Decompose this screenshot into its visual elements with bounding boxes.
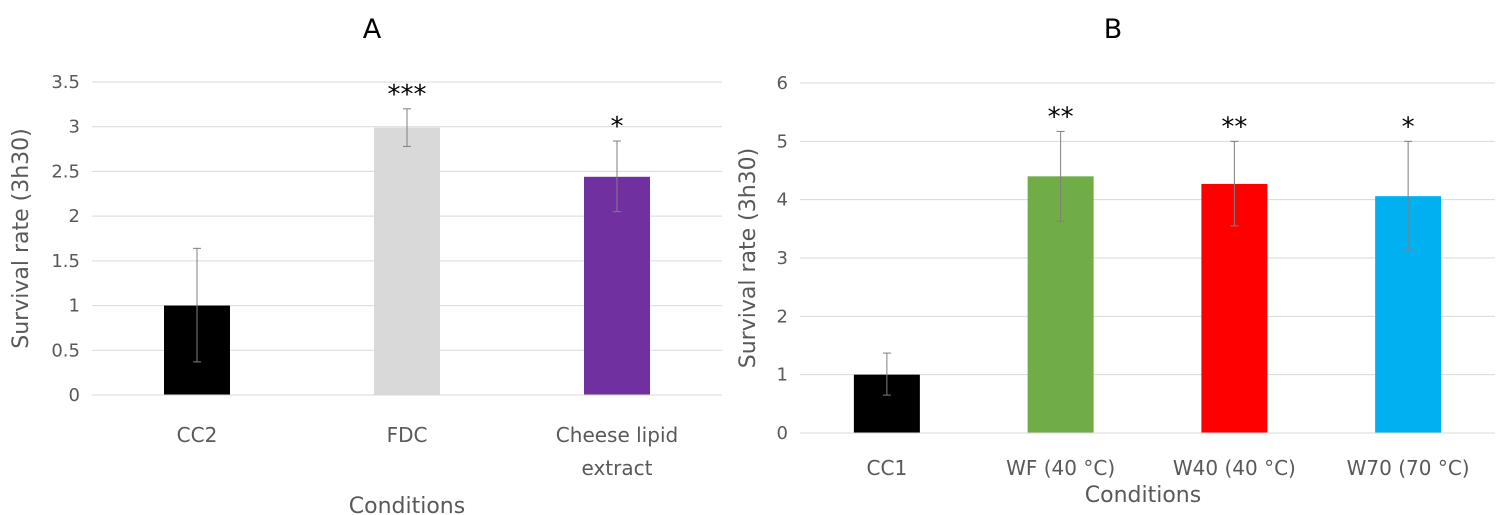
- y-tick-label: 4: [777, 190, 788, 211]
- bar: [374, 127, 440, 395]
- y-tick-label: 3.5: [51, 72, 80, 93]
- significance-label: *: [1402, 112, 1415, 142]
- category-label: CC1: [867, 456, 908, 480]
- y-tick-label: 0.5: [51, 340, 80, 361]
- y-tick-label: 1: [69, 296, 80, 317]
- y-tick-label: 1: [777, 365, 788, 386]
- panel-title: A: [363, 14, 382, 45]
- significance-label: *: [611, 112, 624, 142]
- y-axis-title: Survival rate (3h30): [9, 128, 34, 348]
- panel-title: B: [1104, 14, 1123, 45]
- category-label: CC2: [177, 423, 218, 447]
- category-label: extract: [582, 456, 653, 480]
- bar: [584, 176, 650, 395]
- category-label: Cheese lipid: [556, 423, 678, 447]
- x-axis-title: Conditions: [1085, 483, 1201, 508]
- significance-label: **: [1048, 102, 1074, 132]
- category-label: W70 (70 °C): [1347, 456, 1470, 480]
- y-tick-label: 0: [69, 385, 80, 406]
- significance-label: ***: [388, 80, 427, 110]
- y-axis-title: Survival rate (3h30): [736, 148, 761, 368]
- y-tick-label: 3: [69, 117, 80, 138]
- significance-label: **: [1221, 112, 1247, 142]
- x-axis-title: Conditions: [349, 494, 465, 515]
- y-tick-label: 2: [69, 206, 80, 227]
- y-tick-label: 6: [777, 73, 788, 94]
- y-tick-label: 5: [777, 131, 788, 152]
- y-tick-label: 2: [777, 306, 788, 327]
- y-tick-label: 3: [777, 248, 788, 269]
- category-label: W40 (40 °C): [1173, 456, 1296, 480]
- y-tick-label: 1.5: [51, 251, 80, 272]
- category-label: FDC: [387, 423, 428, 447]
- y-tick-label: 2.5: [51, 161, 80, 182]
- category-label: WF (40 °C): [1006, 456, 1115, 480]
- y-tick-label: 0: [777, 423, 788, 444]
